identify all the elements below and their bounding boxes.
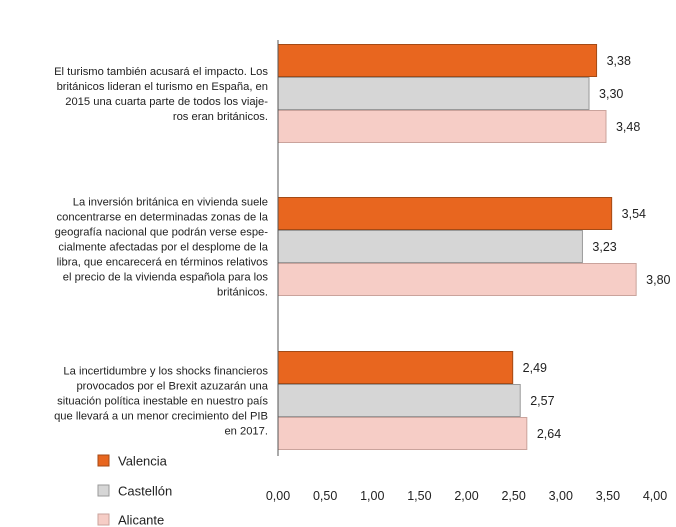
category-label-1-line-3: 2015 una cuarta parte de todos los viaje… [65,96,268,108]
category-label-1-line-4: ros eran británicos. [173,111,268,123]
bar-castellón-1 [277,77,590,110]
x-tick-label: 1,50 [407,489,431,503]
category-label-2-line-5: libra, que encarecerá en términos relati… [57,257,269,269]
x-tick-label: 2,00 [454,489,478,503]
x-tick-label: 1,00 [360,489,384,503]
bar-alicante-1 [277,110,607,143]
category-label-3-line-2: provocados por el Brexit azuzarán una [76,381,268,393]
data-label-castellón-2: 3,23 [592,240,616,254]
x-tick-label: 3,50 [596,489,620,503]
category-label-2-line-1: La inversión británica en vivienda suele [73,197,268,209]
data-label-valencia-1: 3,38 [607,54,631,68]
category-label-3-line-3: situación política inestable en nuestro … [57,396,268,408]
legend-swatch-alicante [97,513,110,526]
category-label-3-line-1: La incertidumbre y los shocks financiero… [63,366,268,378]
data-label-valencia-2: 3,54 [622,207,646,221]
legend-label-alicante: Alicante [118,513,164,527]
data-label-alicante-2: 3,80 [646,273,670,287]
category-labels: El turismo también acusará el impacto. L… [54,66,269,438]
category-label-2-line-2: concentrarse en determinadas zonas de la [57,212,269,224]
legend-swatch-castellón [97,484,110,497]
x-axis: 0,00 0,50 1,00 1,50 2,00 2,50 3,00 3,50 4,00 [266,40,667,503]
legend-label-castellón: Castellón [118,484,172,499]
category-label-2-line-6: el precio de la vivienda española para l… [63,272,269,284]
category-label-3-line-5: en 2017. [224,426,268,438]
category-label-1-line-2: británicos lideran el turismo en España,… [57,81,268,93]
legend-label-valencia: Valencia [118,454,168,469]
x-tick-label: 0,50 [313,489,337,503]
category-label-1-line-1: El turismo también acusará el impacto. L… [54,66,268,78]
data-label-castellón-1: 3,30 [599,87,623,101]
bar-alicante-3 [277,417,528,450]
x-tick-label: 3,00 [549,489,573,503]
x-tick-label: 0,00 [266,489,290,503]
legend: Valencia Castellón Alicante [97,454,172,527]
bar-valencia-3 [277,351,514,384]
bar-valencia-1 [277,44,598,77]
category-label-2-line-7: británicos. [217,287,268,299]
bar-valencia-2 [277,197,613,230]
category-label-2-line-4: cialmente afectadas por el desplome de l… [58,242,268,254]
x-tick-label: 2,50 [501,489,525,503]
category-label-2-line-3: geografía nacional que podrán verse espe… [55,227,269,239]
bars-layer: 3,38 3,30 3,48 3,54 3,23 3,80 2,49 2,57 2,64 [277,44,671,450]
data-label-castellón-3: 2,57 [530,394,554,408]
bar-castellón-3 [277,384,521,417]
bar-castellón-2 [277,230,583,263]
x-tick-label: 4,00 [643,489,667,503]
category-label-3-line-4: que llevará a un menor crecimiento del P… [54,411,268,423]
data-label-valencia-3: 2,49 [523,361,547,375]
data-label-alicante-3: 2,64 [537,427,561,441]
data-label-alicante-1: 3,48 [616,120,640,134]
bar-alicante-2 [277,263,637,296]
legend-swatch-valencia [97,454,110,467]
